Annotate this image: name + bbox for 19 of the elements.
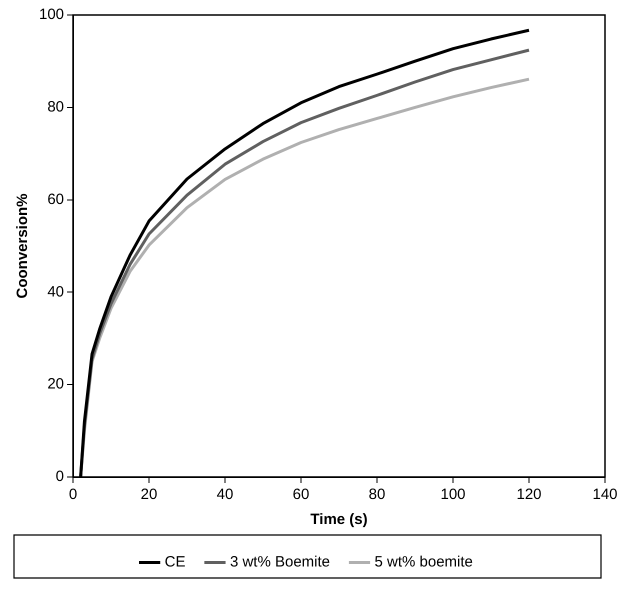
- legend-label: 5 wt% boemite: [374, 554, 473, 571]
- y-tick-label: 100: [38, 6, 64, 24]
- y-tick-label: 80: [47, 98, 64, 116]
- x-tick-label: 80: [368, 486, 386, 504]
- y-tick-label: 20: [47, 376, 64, 393]
- x-axis-title: Time (s): [310, 511, 368, 528]
- y-axis-title: Coonversion%: [14, 193, 32, 299]
- y-tick-label: 40: [47, 283, 64, 300]
- legend-label: 3 wt% Boemite: [230, 554, 330, 571]
- x-tick-label: 40: [216, 486, 234, 504]
- x-tick-label: 20: [140, 486, 158, 504]
- x-tick-label: 120: [516, 486, 542, 504]
- x-tick-label: 0: [68, 486, 78, 504]
- x-tick-label: 140: [592, 486, 618, 504]
- x-tick-label: 60: [292, 486, 310, 504]
- x-tick-label: 100: [440, 486, 466, 504]
- legend-label: CE: [164, 554, 186, 571]
- y-tick-label: 60: [47, 190, 64, 208]
- y-tick-label: 0: [56, 468, 64, 486]
